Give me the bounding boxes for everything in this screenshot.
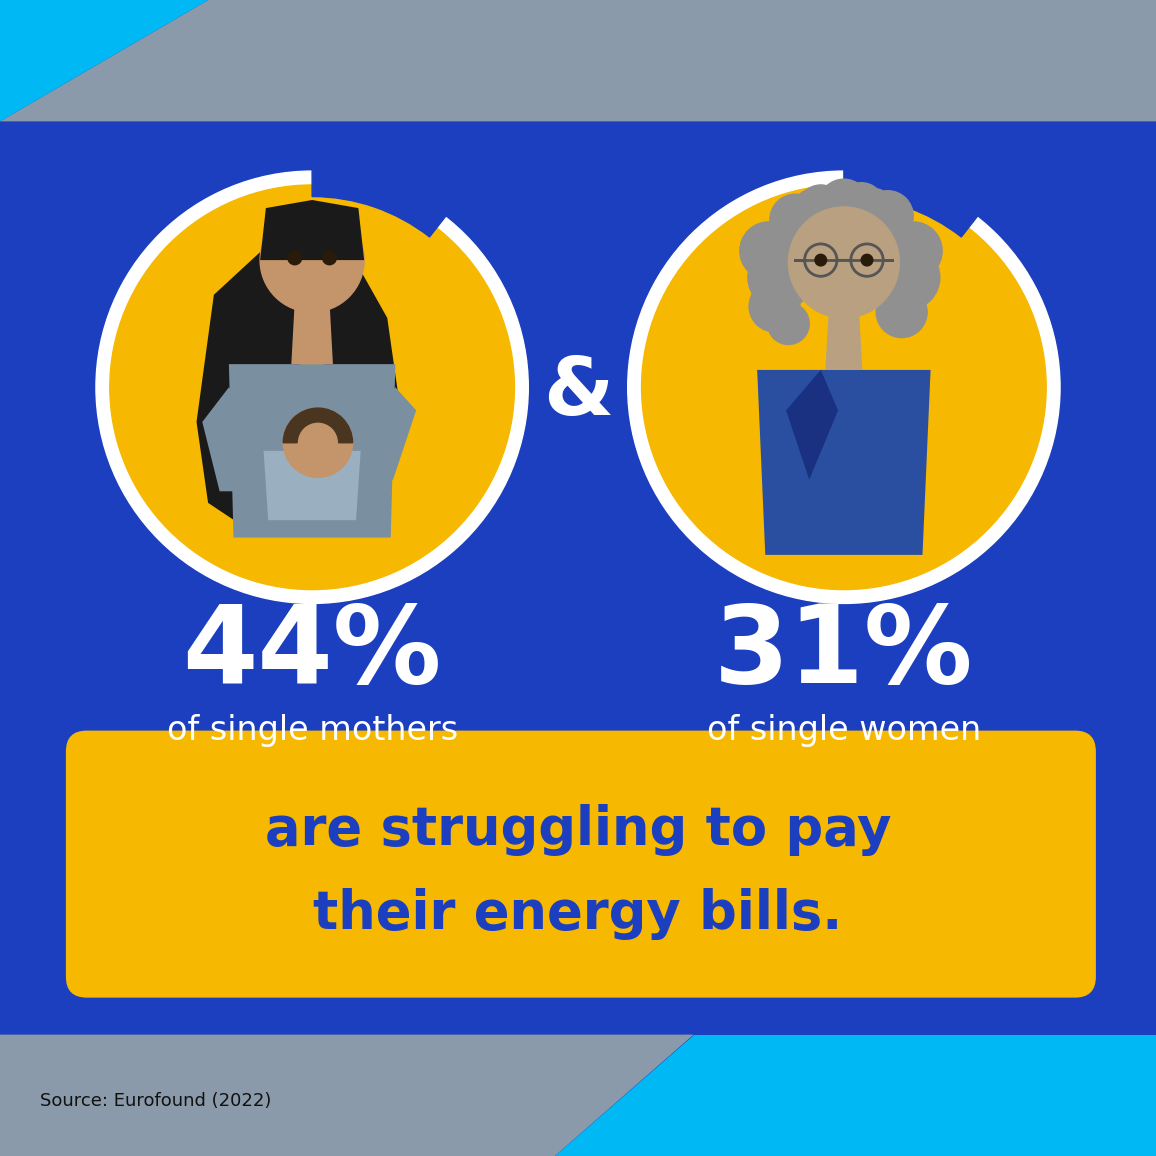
Text: of single women: of single women xyxy=(706,714,981,747)
Circle shape xyxy=(792,188,838,235)
Circle shape xyxy=(288,251,302,265)
Polygon shape xyxy=(757,370,931,555)
Polygon shape xyxy=(786,370,838,480)
Circle shape xyxy=(770,194,821,245)
Text: their energy bills.: their energy bills. xyxy=(313,888,843,940)
Text: Source: Eurofound (2022): Source: Eurofound (2022) xyxy=(40,1091,272,1110)
Wedge shape xyxy=(844,164,981,237)
Polygon shape xyxy=(0,0,208,121)
Circle shape xyxy=(110,185,514,590)
Circle shape xyxy=(850,188,896,235)
Polygon shape xyxy=(260,200,364,260)
Circle shape xyxy=(861,254,873,266)
Circle shape xyxy=(748,245,813,310)
Polygon shape xyxy=(0,0,1156,121)
Polygon shape xyxy=(555,1035,1156,1156)
FancyBboxPatch shape xyxy=(66,731,1096,998)
Circle shape xyxy=(260,208,364,312)
Polygon shape xyxy=(264,451,361,520)
Circle shape xyxy=(798,185,844,231)
Circle shape xyxy=(740,222,798,280)
Circle shape xyxy=(862,191,913,242)
Circle shape xyxy=(642,185,1046,590)
Circle shape xyxy=(628,171,1060,603)
Text: 44%: 44% xyxy=(183,600,442,706)
Polygon shape xyxy=(0,1035,694,1156)
Text: &: & xyxy=(543,354,613,432)
Polygon shape xyxy=(197,225,301,526)
Polygon shape xyxy=(335,387,416,491)
Polygon shape xyxy=(324,225,399,503)
Circle shape xyxy=(283,408,353,477)
Polygon shape xyxy=(291,301,333,364)
Circle shape xyxy=(818,179,869,230)
Circle shape xyxy=(96,171,528,603)
Polygon shape xyxy=(825,309,862,370)
Circle shape xyxy=(815,254,827,266)
Circle shape xyxy=(875,245,940,310)
Polygon shape xyxy=(202,387,260,491)
Polygon shape xyxy=(229,364,395,538)
Circle shape xyxy=(749,281,800,332)
Circle shape xyxy=(838,183,884,229)
Text: 31%: 31% xyxy=(714,600,973,706)
Circle shape xyxy=(798,216,890,309)
Text: are struggling to pay: are struggling to pay xyxy=(265,805,891,857)
Text: of single mothers: of single mothers xyxy=(166,714,458,747)
Wedge shape xyxy=(283,408,353,443)
Circle shape xyxy=(788,207,899,318)
Circle shape xyxy=(323,251,336,265)
Circle shape xyxy=(876,287,927,338)
Circle shape xyxy=(884,222,942,280)
Wedge shape xyxy=(312,164,450,237)
Circle shape xyxy=(768,303,809,344)
